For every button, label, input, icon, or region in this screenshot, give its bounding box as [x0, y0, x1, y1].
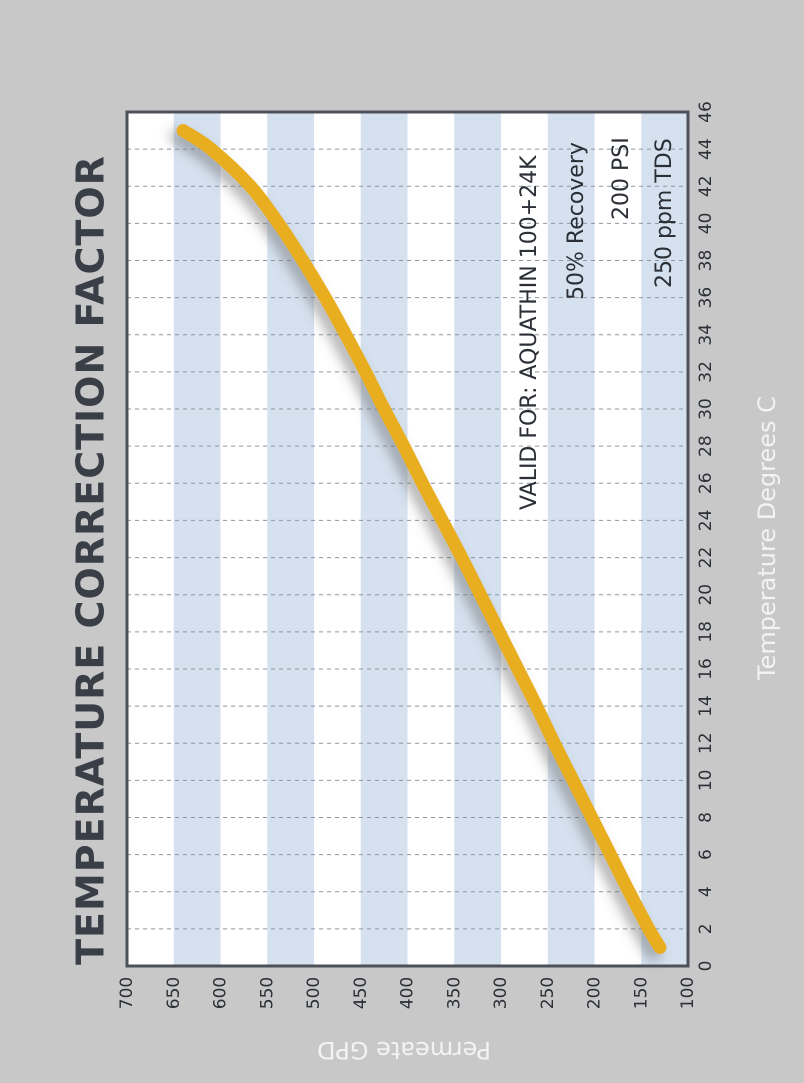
plot-area	[127, 112, 688, 966]
band	[174, 112, 221, 966]
x-tick-label: 18	[696, 621, 716, 643]
x-tick-label: 32	[696, 361, 716, 383]
y-tick-label: 400	[398, 977, 418, 1009]
x-tick-label: 40	[696, 213, 716, 235]
x-tick-label: 4	[696, 886, 716, 897]
y-tick-label: 550	[257, 977, 277, 1009]
x-tick-label: 44	[696, 138, 716, 160]
y-axis-label: Permeate GPD	[317, 1036, 491, 1064]
x-tick-label: 24	[696, 510, 716, 532]
annotation-pressure: 200 PSI	[609, 137, 634, 220]
x-tick-label: 6	[696, 849, 716, 860]
band	[361, 112, 408, 966]
x-tick-label: 34	[696, 324, 716, 346]
x-tick-label: 10	[696, 770, 716, 792]
chart-title: TEMPERATURE CORRECTION FACTOR	[69, 155, 113, 965]
x-tick-label: 28	[696, 435, 716, 457]
y-tick-label: 650	[164, 977, 184, 1009]
y-tick-label: 500	[304, 977, 324, 1009]
y-tick-label: 350	[444, 977, 464, 1009]
x-tick-label: 42	[696, 175, 716, 197]
x-tick-label: 30	[696, 398, 716, 420]
x-tick-label: 46	[696, 101, 716, 123]
y-tick-labels: 100 150 200 250 300 350 400 450 500 550 600 650 700	[117, 977, 698, 1009]
x-tick-label: 12	[696, 732, 716, 754]
annotation-valid-for: VALID FOR: AQUATHIN 100+24K	[517, 155, 542, 510]
band	[454, 112, 501, 966]
x-tick-label: 2	[696, 923, 716, 934]
y-tick-label: 600	[211, 977, 231, 1009]
x-tick-label: 16	[696, 658, 716, 680]
y-tick-label: 300	[491, 977, 511, 1009]
x-tick-label: 38	[696, 250, 716, 272]
x-tick-label: 26	[696, 472, 716, 494]
y-tick-label: 450	[351, 977, 371, 1009]
annotation-recovery: 50% Recovery	[564, 142, 589, 300]
annotation-tds: 250 ppm TDS	[652, 138, 677, 288]
x-tick-label: 22	[696, 547, 716, 569]
x-tick-label: 20	[696, 584, 716, 606]
x-tick-label: 36	[696, 287, 716, 309]
x-tick-label: 0	[696, 961, 716, 972]
x-tick-label: 8	[696, 812, 716, 823]
y-tick-label: 100	[678, 977, 698, 1009]
y-tick-label: 200	[585, 977, 605, 1009]
x-axis-label: Temperature Degrees C	[753, 396, 781, 681]
y-tick-label: 250	[538, 977, 558, 1009]
y-tick-label: 700	[117, 977, 137, 1009]
x-tick-labels: 0246810121416182022242628303234363840424…	[696, 101, 716, 971]
y-tick-label: 150	[631, 977, 651, 1009]
x-tick-label: 14	[696, 695, 716, 717]
